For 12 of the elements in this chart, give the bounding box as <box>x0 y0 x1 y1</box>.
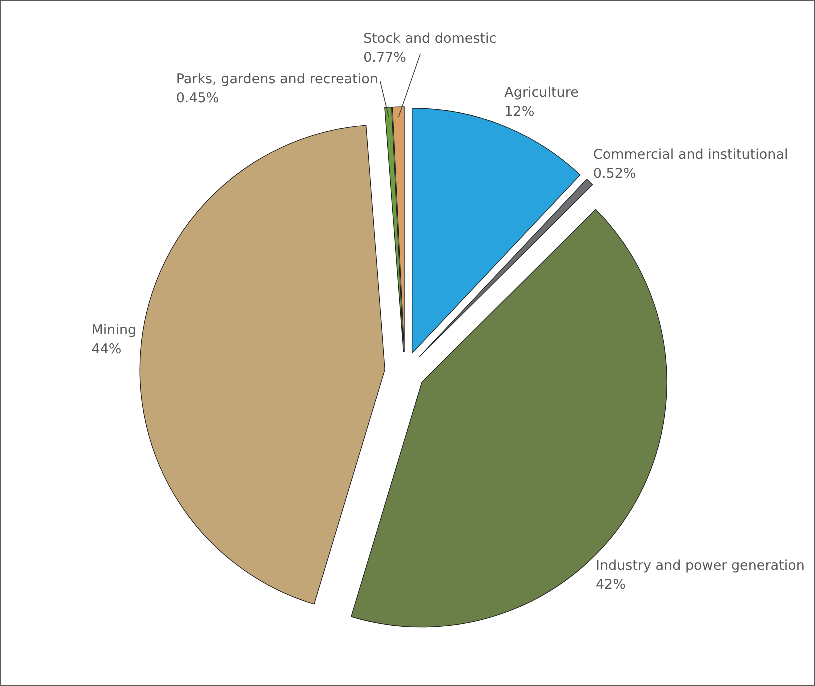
data-label: 44% <box>92 342 122 358</box>
slice-label: Parks, gardens and recreation <box>176 72 378 88</box>
slice-label: Agriculture <box>504 85 579 102</box>
slice-label: Mining <box>92 322 137 339</box>
slice-label: Commercial and institutional <box>593 146 788 163</box>
data-label: 42% <box>596 577 626 594</box>
data-label: 0.52% <box>593 166 636 182</box>
slice-label: Industry and power generation <box>596 558 805 574</box>
data-label: 12% <box>504 104 535 120</box>
data-label: 0.77% <box>364 50 407 66</box>
slice-label: Stock and domestic <box>364 31 497 48</box>
data-label: 0.45% <box>176 90 220 107</box>
